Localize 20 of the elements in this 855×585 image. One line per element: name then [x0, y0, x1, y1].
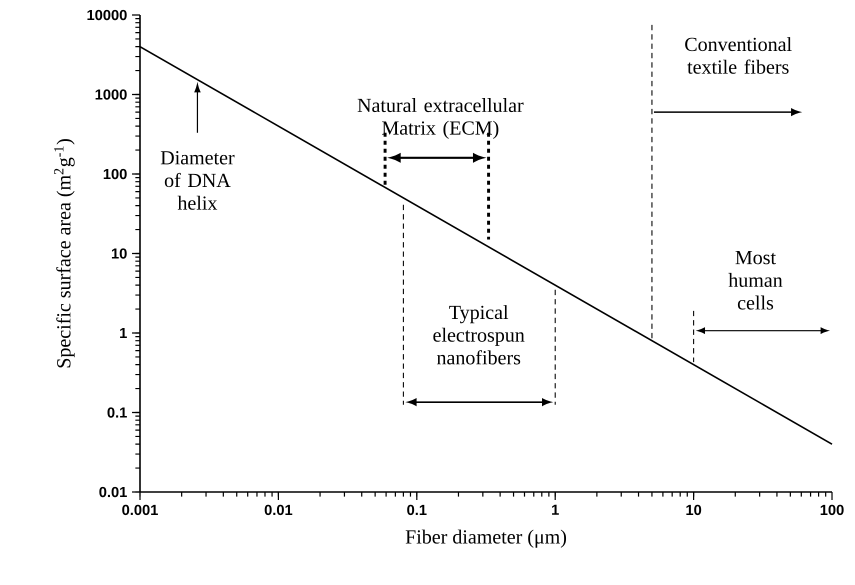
annotation: Typical electrospun nanofibers [433, 305, 524, 364]
x-tick-label: 0.01 [264, 504, 292, 516]
x-tick-label: 10 [686, 504, 702, 516]
y-tick-label: 1000 [96, 89, 127, 100]
y-tick-label: 1 [120, 328, 127, 338]
y-tick-label: 10 [112, 248, 127, 259]
annotation: Most human cells [728, 251, 782, 310]
x-tick-label: 0.001 [122, 504, 158, 516]
y-tick-label: 0.01 [99, 486, 127, 498]
x-tick-label: 0.1 [407, 504, 427, 516]
y-tick-label: 10000 [87, 10, 127, 20]
x-axis-title: Fiber diameter (μm) [406, 530, 566, 548]
x-tick-label: 100 [820, 504, 844, 516]
y-tick-label: 100 [104, 168, 127, 180]
x-tick-label: 1 [552, 504, 559, 515]
annotation: Diameter of DNA helix [160, 151, 234, 210]
y-tick-label: 0.1 [108, 407, 127, 418]
y-axis-title: Specific surface area (m$^{2}$g$^{-1}$) [54, 139, 75, 368]
annotation: Natural extracellular Matrix (ECM) [358, 98, 524, 139]
annotation: Conventional textile fibers [685, 37, 792, 74]
